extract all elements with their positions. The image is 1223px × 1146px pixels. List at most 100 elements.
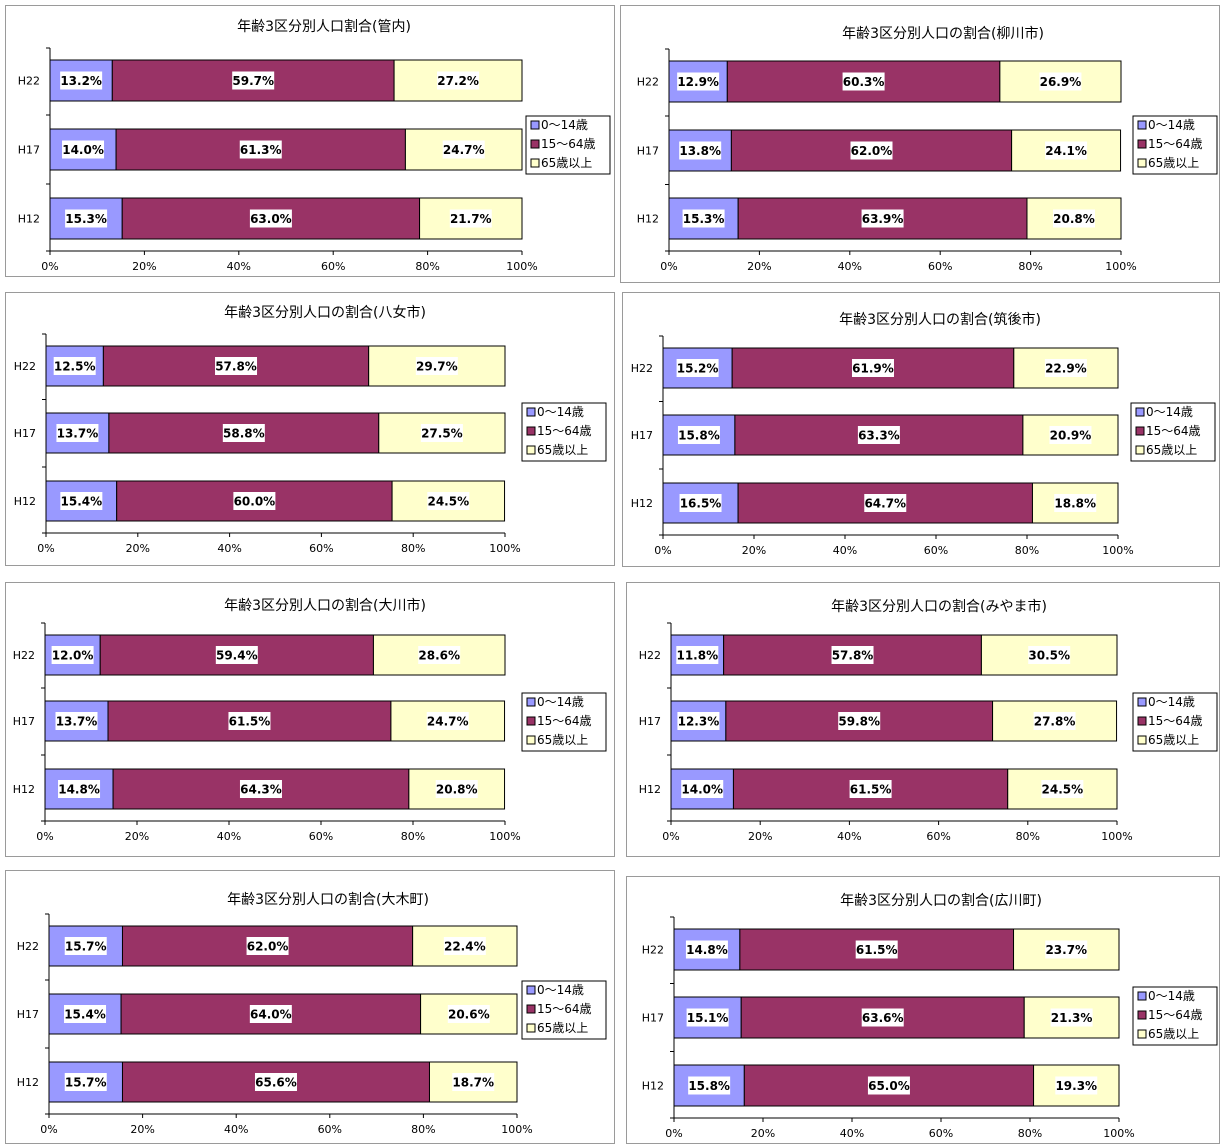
data-label-bg xyxy=(682,209,725,228)
legend: 0～14歳 15～64歳 65歳以上 xyxy=(1130,402,1216,462)
data-label-bg xyxy=(415,357,458,375)
data-label-bg xyxy=(679,141,722,160)
legend-label: 65歳以上 xyxy=(537,443,588,457)
data-label: 64.0% xyxy=(250,1008,292,1022)
chart-title: 年齢3区分別人口の割合(広川町) xyxy=(840,892,1042,909)
x-tick-label: 40% xyxy=(217,830,241,843)
data-label-bg xyxy=(861,1008,904,1027)
data-label: 13.7% xyxy=(57,427,99,441)
legend-swatch xyxy=(1137,716,1147,726)
data-label: 24.7% xyxy=(427,715,469,729)
x-tick-label: 80% xyxy=(1018,1127,1042,1140)
data-label-bg xyxy=(1054,494,1097,512)
data-label-bg xyxy=(418,646,461,664)
x-tick-label: 20% xyxy=(125,830,149,843)
legend-swatch xyxy=(530,158,540,168)
x-tick-label: 40% xyxy=(217,542,241,555)
data-label: 59.7% xyxy=(232,74,274,88)
x-tick-label: 100% xyxy=(1102,544,1133,557)
data-label-bg xyxy=(239,140,282,159)
data-label-bg xyxy=(1028,646,1071,664)
data-label: 65.0% xyxy=(868,1079,910,1093)
data-label: 11.8% xyxy=(676,649,718,663)
data-label: 65.6% xyxy=(255,1076,297,1090)
x-tick-label: 0% xyxy=(41,260,58,273)
x-tick-label: 20% xyxy=(130,1123,154,1136)
x-tick-label: 60% xyxy=(926,830,950,843)
data-label-bg xyxy=(53,357,96,375)
legend-label: 15～64歳 xyxy=(541,137,596,151)
data-label-bg xyxy=(676,646,719,664)
data-label: 24.7% xyxy=(443,143,485,157)
category-label: H22 xyxy=(642,944,664,957)
data-label: 60.3% xyxy=(843,75,885,89)
x-tick-label: 80% xyxy=(401,542,425,555)
data-label-bg xyxy=(51,646,94,664)
data-label: 15.3% xyxy=(65,212,107,226)
data-label: 63.0% xyxy=(250,212,292,226)
data-label-bg xyxy=(447,1005,490,1023)
legend-swatch xyxy=(526,697,536,707)
data-label: 28.6% xyxy=(418,649,460,663)
data-label-bg xyxy=(249,1005,292,1023)
x-tick-label: 60% xyxy=(929,1127,953,1140)
legend-swatch xyxy=(1137,735,1147,745)
data-label: 15.3% xyxy=(683,212,725,226)
x-tick-label: 20% xyxy=(742,544,766,557)
data-label: 22.9% xyxy=(1045,362,1087,376)
x-tick-label: 80% xyxy=(401,830,425,843)
data-label-bg xyxy=(64,1005,107,1023)
legend-label: 15～64歳 xyxy=(537,424,592,438)
data-label: 13.7% xyxy=(56,715,98,729)
data-label: 12.5% xyxy=(54,360,96,374)
chart-svg: 年齢3区分別人口の割合(筑後市) 0% 20% 40% 60% 80% 100% H22 15.… xyxy=(631,311,1216,557)
data-label: 62.0% xyxy=(247,940,289,954)
data-label-bg xyxy=(842,72,885,91)
category-label: H22 xyxy=(637,76,659,89)
x-tick-label: 20% xyxy=(126,542,150,555)
category-label: H12 xyxy=(637,213,659,226)
chart-title: 年齢3区分別人口割合(管内) xyxy=(237,18,411,35)
legend-label: 65歳以上 xyxy=(1146,443,1197,457)
data-label-bg xyxy=(861,209,904,228)
data-label: 15.8% xyxy=(678,429,720,443)
data-label: 58.8% xyxy=(223,427,265,441)
x-tick-label: 100% xyxy=(489,830,520,843)
data-label: 22.4% xyxy=(444,940,486,954)
legend-swatch xyxy=(1135,445,1145,455)
data-label: 61.9% xyxy=(852,362,894,376)
x-tick-label: 80% xyxy=(1016,830,1040,843)
data-label: 20.8% xyxy=(1053,212,1095,226)
legend: 0～14歳 15～64歳 65歳以上 xyxy=(525,115,611,175)
data-label-bg xyxy=(851,359,894,377)
x-tick-label: 80% xyxy=(1015,544,1039,557)
chart-panel-4: 年齢3区分別人口の割合(筑後市) 0% 20% 40% 60% 80% 100% H22 15.… xyxy=(622,292,1220,567)
legend: 0～14歳 15～64歳 65歳以上 xyxy=(1132,986,1218,1046)
x-tick-label: 60% xyxy=(318,1123,342,1136)
category-label: H22 xyxy=(639,649,661,662)
x-tick-label: 100% xyxy=(1101,830,1132,843)
data-label: 20.9% xyxy=(1050,429,1092,443)
legend-swatch xyxy=(1137,1029,1147,1039)
legend-box xyxy=(521,402,607,462)
data-label-bg xyxy=(850,141,893,160)
data-label: 64.7% xyxy=(864,497,906,511)
data-label: 12.9% xyxy=(677,75,719,89)
legend-label: 0～14歳 xyxy=(537,695,584,709)
data-label-bg xyxy=(1044,359,1087,377)
legend-swatch xyxy=(1137,991,1147,1001)
legend-swatch xyxy=(530,120,540,130)
x-tick-label: 0% xyxy=(654,544,671,557)
category-label: H22 xyxy=(17,940,39,953)
category-label: H12 xyxy=(18,213,40,226)
data-label-bg xyxy=(681,780,724,798)
data-label: 61.5% xyxy=(850,783,892,797)
category-label: H17 xyxy=(14,427,36,440)
bar-segment-3 xyxy=(372,634,506,676)
x-tick-label: 40% xyxy=(227,260,251,273)
legend-label: 0～14歳 xyxy=(1148,989,1195,1003)
data-label: 63.6% xyxy=(862,1011,904,1025)
data-label-bg xyxy=(677,72,720,91)
data-label-bg xyxy=(1045,141,1088,160)
legend-label: 15～64歳 xyxy=(1148,1008,1203,1022)
